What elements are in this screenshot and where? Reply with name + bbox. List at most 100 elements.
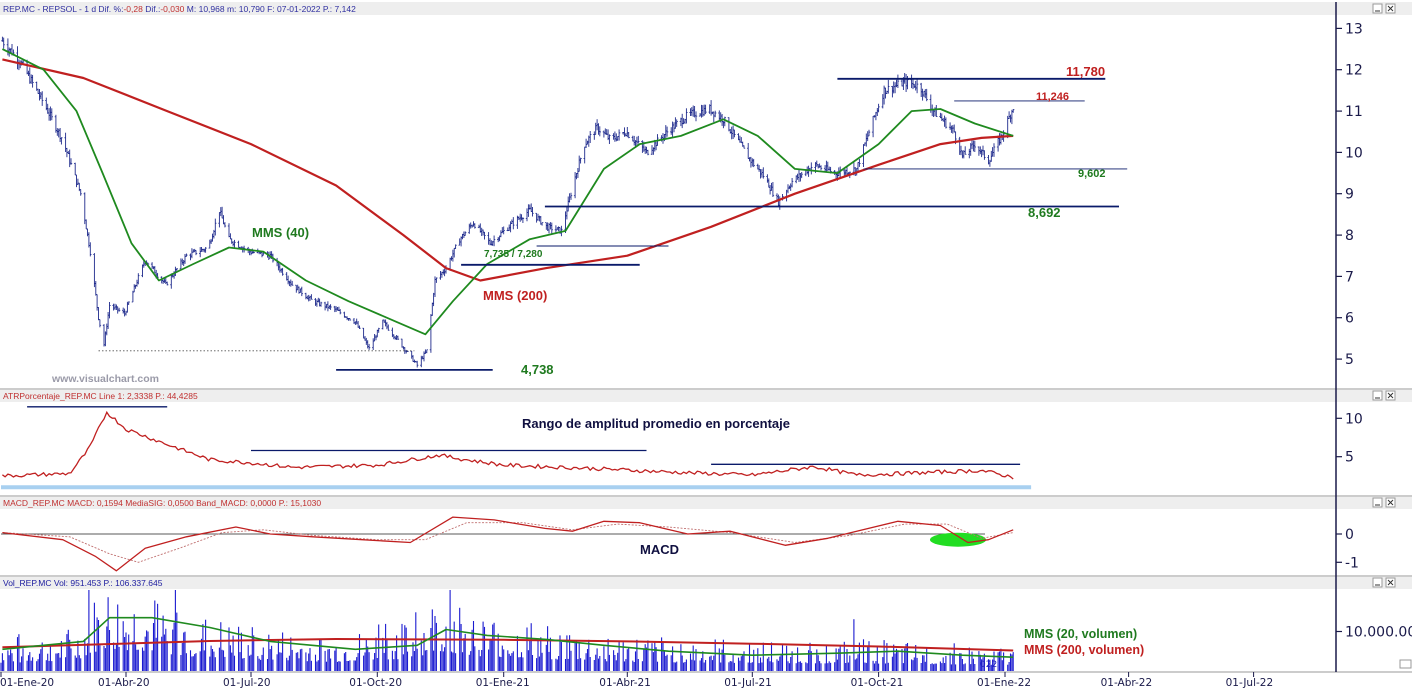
price-bar — [473, 223, 476, 229]
volume-panel-close-button[interactable] — [1385, 577, 1396, 588]
macd-panel-minimize-button[interactable] — [1372, 497, 1383, 508]
price-bar — [233, 239, 236, 249]
atr-panel-title: Rango de amplitud promedio en porcentaje — [522, 416, 790, 431]
price-bar — [973, 140, 976, 152]
price-bar — [464, 231, 467, 236]
price-panel-close-button[interactable] — [1385, 3, 1396, 14]
price-bar — [358, 325, 361, 329]
price-axis-tick-label: 8 — [1345, 228, 1354, 244]
price-bar — [348, 317, 352, 321]
price-bar — [396, 335, 400, 340]
price-bar — [281, 267, 284, 276]
atr-axis-tick-label: 5 — [1345, 450, 1354, 466]
level-8692-label: 8,692 — [1028, 205, 1061, 220]
price-bar — [790, 178, 794, 188]
level-7735-7280-label: 7,735 / 7,280 — [484, 249, 543, 260]
price-bar — [194, 249, 198, 256]
price-bar — [50, 108, 53, 121]
price-bar — [550, 222, 553, 235]
level-4738-label: 4,738 — [521, 362, 554, 377]
price-bar — [339, 309, 342, 315]
price-bar — [214, 218, 217, 236]
atr-panel-header: ATRPorcentaje_REP.MC Line 1: 2,3338 P.: … — [3, 391, 198, 401]
macd-axis-tick-label: -1 — [1345, 555, 1359, 571]
price-bar — [319, 301, 323, 307]
mms200-label: MMS (200) — [483, 288, 547, 303]
price-axis-tick-label: 10 — [1345, 145, 1363, 161]
atr-line — [2, 410, 1014, 480]
price-axis-tick-label: 7 — [1345, 269, 1354, 285]
price-bar — [771, 182, 775, 197]
x-axis-tick-label: 01-Ene-22 — [977, 677, 1031, 688]
price-bar — [925, 88, 928, 102]
price-bar — [521, 217, 525, 223]
price-axis-tick-label: 5 — [1345, 352, 1354, 368]
volume-mms20-label: MMS (20, volumen) — [1024, 627, 1137, 641]
price-bar — [742, 145, 746, 149]
price-bar — [762, 167, 765, 179]
volume-panel-minimize-button[interactable] — [1372, 577, 1383, 588]
price-bar — [387, 324, 390, 331]
price-bar — [685, 108, 688, 124]
price-panel — [1, 36, 1128, 371]
price-bar — [1012, 109, 1015, 113]
mms200-line — [2, 58, 1014, 282]
volume-panel — [0, 590, 1014, 671]
macd-signal-line — [2, 522, 1014, 563]
price-bar — [454, 244, 457, 249]
price-bar — [223, 222, 227, 228]
macd-panel-header: MACD_REP.MC MACD: 0,1594 MediaSIG: 0,050… — [3, 498, 321, 508]
price-bar — [723, 116, 726, 127]
price-bar — [204, 247, 207, 253]
price-bar — [435, 277, 438, 283]
price-bar — [492, 235, 496, 247]
price-bar — [665, 126, 669, 137]
price-bar — [714, 110, 717, 118]
x-axis-tick-label: 01-Ene-20 — [0, 677, 54, 688]
price-bar — [425, 349, 428, 354]
atr-panel-minimize-button[interactable] — [1372, 390, 1383, 401]
macd-highlight — [930, 532, 986, 547]
price-bar — [377, 327, 380, 333]
x-axis-tick-label: 01-Jul-22 — [1226, 677, 1274, 688]
atr-axis-tick-label: 10 — [1345, 411, 1363, 427]
price-axis-tick-label: 6 — [1345, 311, 1354, 327]
x-axis-tick-label: 01-Abr-22 — [1101, 677, 1153, 688]
price-bar — [915, 78, 919, 94]
price-bar — [617, 129, 621, 141]
x-axis-tick-label: 01-Oct-21 — [851, 677, 904, 688]
price-panel-minimize-button[interactable] — [1372, 3, 1383, 14]
axes: 13 12 11 10 9 8 7 6 5 10 5 0 -1 10.000.000 01-Ene-20 01… — [0, 21, 1412, 688]
price-bar — [89, 242, 92, 257]
x-axis-tick-label: 01-Abr-20 — [98, 677, 150, 688]
macd-axis-tick-label: 0 — [1345, 527, 1354, 543]
volume-mms200-label: MMS (200, volumen) — [1024, 643, 1144, 657]
macd-line — [2, 516, 1014, 572]
scale-toggle-button[interactable] — [1399, 659, 1412, 669]
price-bar — [291, 280, 294, 286]
price-bar — [569, 192, 573, 200]
price-bar — [310, 294, 313, 300]
price-bar — [579, 157, 582, 164]
price-bar — [800, 172, 803, 179]
price-bar — [69, 158, 73, 165]
macd-panel — [1, 516, 1014, 572]
price-bar — [367, 343, 371, 350]
price-bar — [416, 360, 419, 368]
x-axis-tick-label: 01-Jul-20 — [223, 677, 271, 688]
x-axis-tick-label: 01-Ene-21 — [476, 677, 530, 688]
price-panel-header: REP.MC - REPSOL - 1 d Dif. %:-0,28 Dif.:… — [3, 4, 356, 14]
price-bar — [540, 222, 544, 226]
price-bar — [589, 131, 592, 143]
level-11780-label: 11,780 — [1066, 64, 1105, 79]
price-bar — [964, 146, 967, 155]
price-bar — [108, 302, 111, 319]
atr-panel-close-button[interactable] — [1385, 390, 1396, 401]
price-bar — [127, 301, 130, 305]
price-bar — [944, 117, 948, 129]
price-axis-tick-label: 11 — [1345, 104, 1363, 120]
price-bar — [867, 129, 871, 137]
atr-panel — [1, 406, 1032, 490]
macd-panel-close-button[interactable] — [1385, 497, 1396, 508]
price-bar — [329, 304, 332, 310]
